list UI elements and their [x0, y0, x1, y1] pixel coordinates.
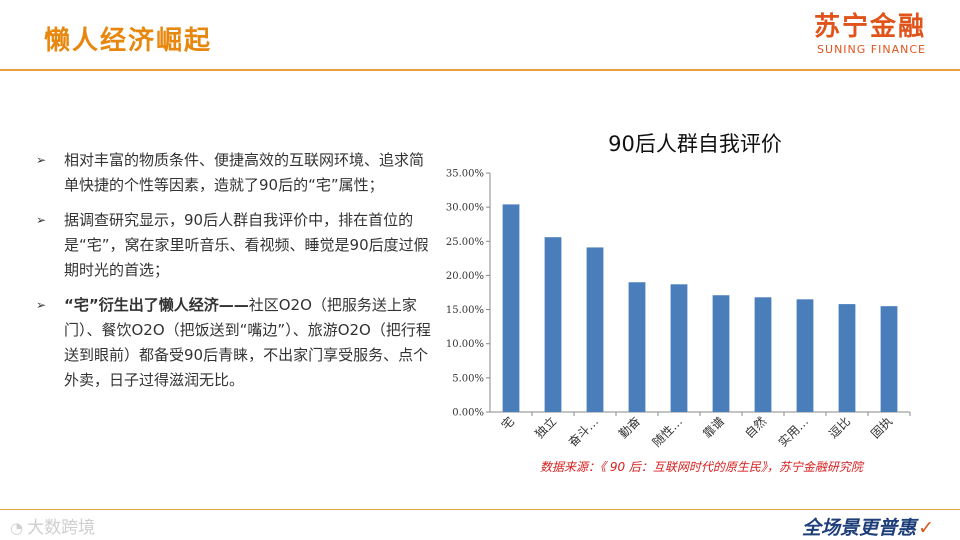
slogan-text-1: 全场景 — [802, 517, 860, 539]
x-tick-label: 自然 — [742, 414, 770, 442]
arrow-bullet-icon: ➢ — [36, 213, 47, 227]
y-tick-label: 10.00% — [446, 339, 484, 350]
chart-title: 90后人群自我评价 — [608, 132, 782, 156]
page-title: 懒人经济崛起 — [44, 26, 213, 56]
bullet-item: ➢ 相对丰富的物质条件、便捷高效的互联网环境、追求简单快捷的个性等因素，造就了9… — [36, 148, 431, 198]
bar — [754, 297, 772, 412]
bullet-bold-text: “宅”衍生出了懒人经济—— — [64, 296, 249, 314]
bar — [838, 304, 856, 412]
y-tick-label: 30.00% — [446, 203, 484, 214]
bar — [712, 295, 730, 412]
bullet-item: ➢ “宅”衍生出了懒人经济——社区O2O（把服务送上家门）、餐饮O2O（把饭送到… — [36, 293, 431, 393]
x-tick-label: 固执 — [868, 414, 895, 441]
x-tick-label: 实用… — [775, 414, 811, 450]
x-tick-label: 独立 — [532, 414, 560, 442]
bar — [670, 284, 688, 412]
x-tick-label: 逗比 — [826, 414, 853, 441]
y-tick-label: 0.00% — [452, 408, 484, 419]
bullet-text: 据调查研究显示，90后人群自我评价中，排在首位的是“宅”，窝在家里听音乐、看视频… — [64, 211, 429, 279]
x-tick-label: 随性… — [649, 414, 685, 450]
watermark-text: 大数跨境 — [27, 518, 96, 538]
bar — [796, 299, 814, 412]
x-tick-label: 靠谱 — [700, 414, 727, 441]
bullet-text: 相对丰富的物质条件、便捷高效的互联网环境、追求简单快捷的个性等因素，造就了90后… — [64, 151, 425, 194]
bullet-item: ➢ 据调查研究显示，90后人群自我评价中，排在首位的是“宅”，窝在家里听音乐、看… — [36, 208, 431, 283]
watermark-logo-icon: ◔ — [10, 519, 24, 537]
footer-slogan: 全场景更普惠 ✓ — [802, 513, 934, 540]
brand-logo: 苏宁金融 SUNING FINANCE — [814, 12, 926, 56]
x-tick-label: 勤奋 — [616, 414, 643, 441]
arrow-bullet-icon: ➢ — [36, 153, 47, 167]
footer-divider — [0, 509, 960, 510]
watermark: ◔ 大数跨境 — [10, 513, 95, 538]
y-tick-label: 20.00% — [446, 271, 484, 282]
data-source-note: 数据来源：《 90 后：互联网时代的原生民》，苏宁金融研究院 — [540, 460, 863, 474]
arrow-bullet-icon: ➢ — [36, 298, 47, 312]
bar — [628, 282, 646, 412]
bar — [586, 247, 604, 412]
y-tick-label: 35.00% — [446, 169, 484, 180]
header: 懒人经济崛起 苏宁金融 SUNING FINANCE — [0, 0, 960, 71]
bar-chart: 0.00% 5.00% 10.00% 15.00% 20.00% 25.00% 30.00%… — [446, 169, 911, 450]
slogan-text-2: 更普惠 — [859, 517, 917, 539]
x-tick-label: 奋斗… — [566, 414, 601, 449]
x-tick-label: 宅 — [498, 414, 517, 433]
bar — [880, 306, 898, 412]
bar — [544, 237, 562, 412]
bullet-list: ➢ 相对丰富的物质条件、便捷高效的互联网环境、追求简单快捷的个性等因素，造就了9… — [36, 148, 431, 403]
bullet-text: 社区O2O（把服务送上家门）、餐饮O2O（把饭送到“嘴边”）、旅游O2O（把行程… — [64, 296, 431, 389]
y-tick-label: 25.00% — [446, 237, 484, 248]
y-tick-label: 15.00% — [446, 305, 484, 316]
header-divider — [0, 69, 960, 71]
checkmark-icon: ✓ — [918, 517, 934, 539]
logo-subtext: SUNING FINANCE — [817, 43, 926, 56]
bar — [502, 204, 520, 412]
logo-text: 苏宁金融 — [813, 12, 926, 42]
y-tick-label: 5.00% — [452, 373, 484, 384]
